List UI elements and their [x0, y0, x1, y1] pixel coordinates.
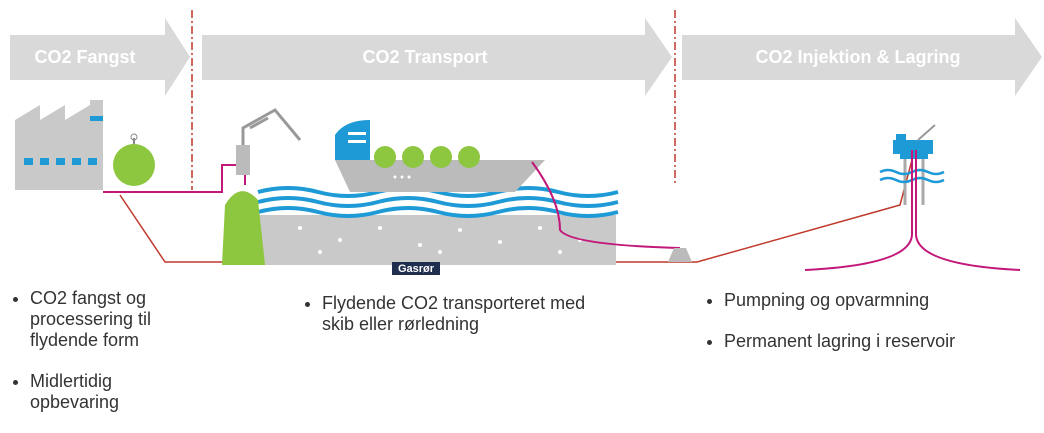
tank: [113, 144, 155, 186]
pipe: [531, 161, 681, 249]
stage-title: CO2 Fangst: [34, 47, 135, 67]
bullets: Flydende CO2 transporteret med skib elle…: [300, 293, 600, 355]
waves: [257, 186, 619, 218]
pipe-label: Gasrør: [398, 263, 435, 275]
bullet: CO2 fangst og processering til flydende …: [30, 288, 180, 351]
bullet: Flydende CO2 transporteret med skib elle…: [322, 293, 600, 335]
dividers: [191, 10, 676, 190]
stage-title: CO2 Transport: [362, 47, 487, 67]
label-box: [392, 262, 440, 275]
ship: [335, 120, 545, 192]
arrow: [682, 18, 1042, 96]
crane: [236, 108, 302, 175]
arrow: [10, 18, 190, 96]
manifold: [668, 248, 692, 262]
stage-arrows: [10, 18, 1042, 96]
page: CO2 Fangst CO2 Transport CO2 Injektion &…: [0, 0, 1044, 423]
bullet: Midlertidig opbevaring: [30, 371, 180, 413]
factory: [15, 100, 103, 190]
diagram: CO2 Fangst CO2 Transport CO2 Injektion &…: [10, 10, 1042, 275]
hill: [222, 191, 265, 265]
bullet: Pumpning og opvarmning: [724, 290, 1042, 311]
seabed-dots: [298, 226, 582, 254]
bullet: Permanent lagring i reservoir: [724, 331, 1042, 352]
seabed: [258, 215, 616, 265]
bullets: Pumpning og opvarmning Permanent lagring …: [702, 290, 1042, 372]
stage-title: CO2 Injektion & Lagring: [755, 47, 960, 67]
bullets: CO2 fangst og processering til flydende …: [8, 288, 180, 433]
wells: [804, 150, 1021, 271]
arrow: [202, 18, 672, 96]
